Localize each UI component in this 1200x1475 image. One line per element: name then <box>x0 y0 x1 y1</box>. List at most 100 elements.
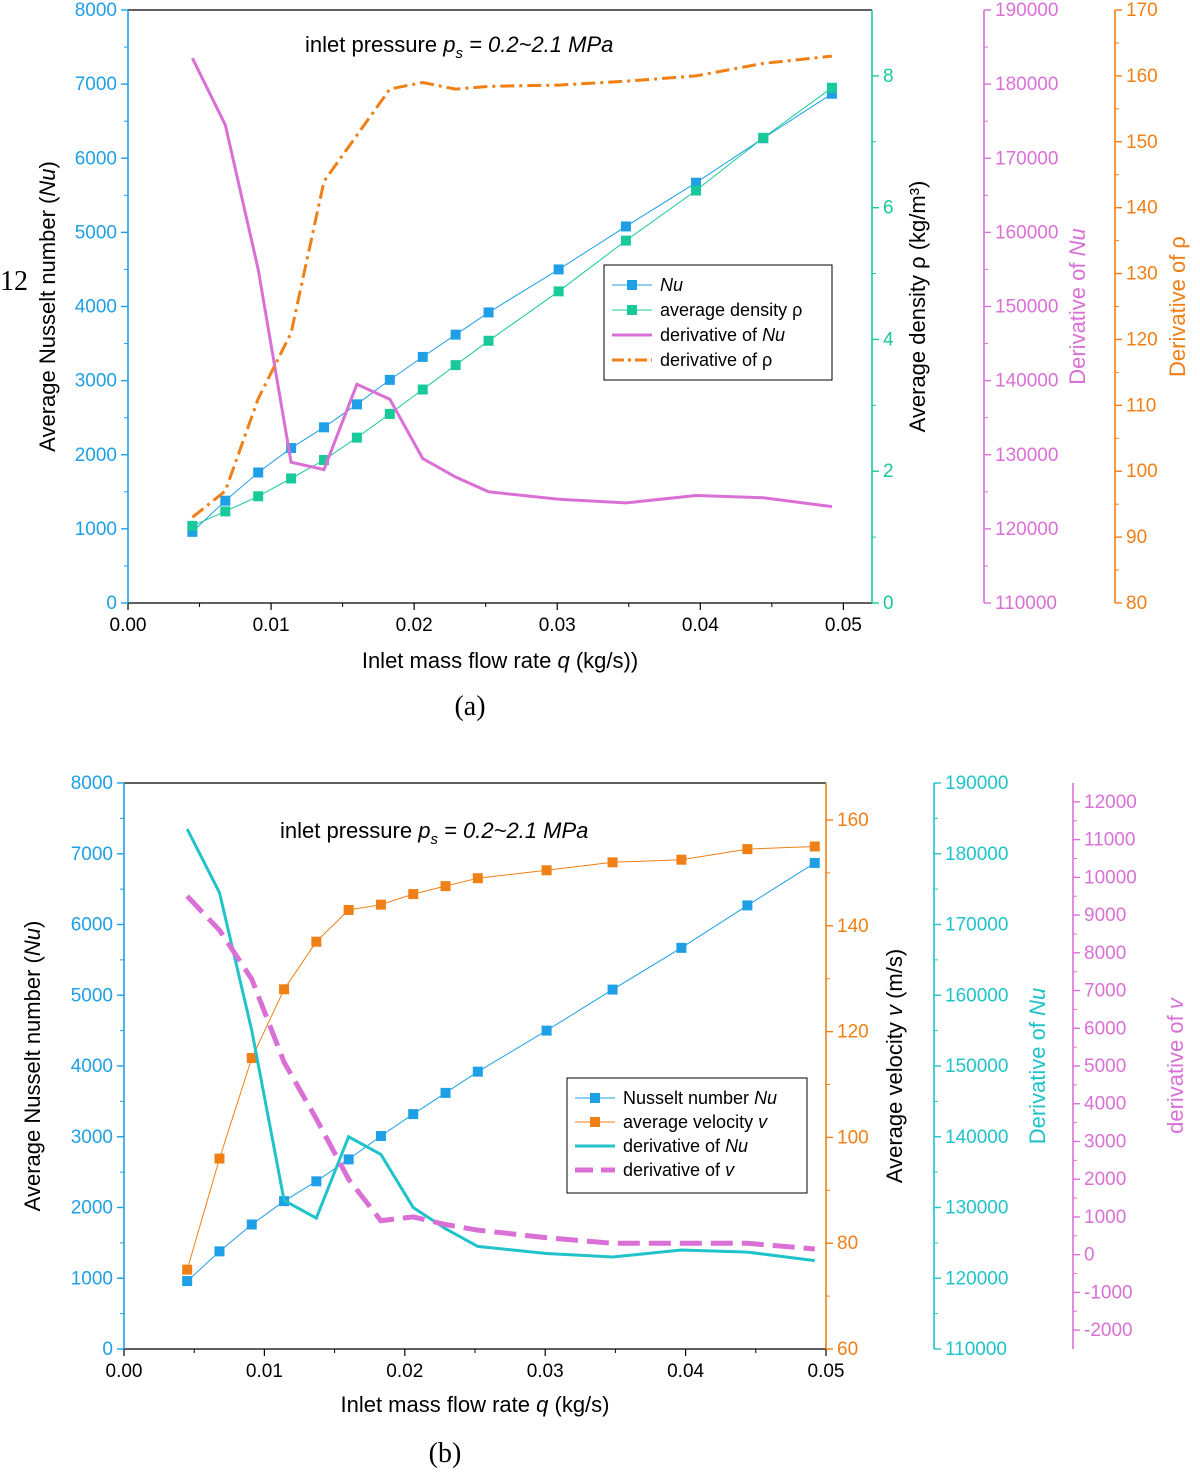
left-axis-label-text: Average Nusselt number ( <box>20 955 45 1211</box>
series-average-density--point <box>758 132 769 143</box>
left-tick-label: 1000 <box>71 1268 113 1289</box>
right2-tick-label: 160000 <box>995 222 1058 243</box>
right3-tick-label: 90 <box>1126 527 1147 548</box>
legend-label-text: average velocity <box>623 1112 758 1132</box>
left-tick-label: 1000 <box>75 519 117 540</box>
series-average-velocity-v-point <box>541 865 552 876</box>
left-tick-label: 0 <box>102 1339 113 1360</box>
right1-axis-label-text: Average density ρ (kg/m³) <box>905 181 930 433</box>
x-tick-label: 0.03 <box>527 1361 564 1382</box>
legend-label: Nusselt number Nu <box>623 1088 777 1108</box>
right1-tick-label: 80 <box>837 1233 858 1254</box>
left-axis-label-units: ) <box>20 921 45 928</box>
right3-tick-label: 4000 <box>1084 1094 1126 1115</box>
series-nusselt-number-nu-point <box>742 900 753 911</box>
annotation-prefix: inlet pressure <box>305 32 443 57</box>
legend-marker <box>590 1117 600 1127</box>
legend-label-symbol: Nu <box>754 1088 777 1108</box>
right1-axis-label-units: (m/s) <box>882 949 907 1005</box>
x-label-symbol: q <box>557 648 570 673</box>
legend-label: Nu <box>660 275 683 295</box>
x-axis-label: Inlet mass flow rate q (kg/s)) <box>362 648 638 673</box>
right2-tick-label: 180000 <box>995 74 1058 95</box>
series-derivative-of-v-line <box>185 894 816 1252</box>
series-average-velocity-v-point <box>607 857 618 868</box>
right3-axis-label-text: derivative of <box>1163 1009 1188 1134</box>
right3-axis-label: derivative of v <box>1163 996 1188 1134</box>
left-tick-label: 5000 <box>75 222 117 243</box>
series-average-velocity-v-point <box>676 854 687 865</box>
left-axis-label-units: ) <box>35 161 60 168</box>
x-tick-label: 0.00 <box>110 615 147 636</box>
panel-b: 0.00 0.01 0.02 0.03 0.04 0.05 Inlet mass flow … <box>20 773 1188 1469</box>
legend-label-text: derivative of <box>623 1136 725 1156</box>
left-tick-label: 4000 <box>75 297 117 318</box>
legend-label-symbol: Nu <box>660 275 683 295</box>
legend-label: derivative of Nu <box>623 1136 748 1156</box>
series-nusselt-number-nu-point <box>440 1087 451 1098</box>
series-average-density--point <box>691 185 702 196</box>
series-nusselt-number-nu-point <box>472 1066 483 1077</box>
left-tick-label: 2000 <box>71 1198 113 1219</box>
right2-tick-label: 170000 <box>945 915 1008 936</box>
right3-axis-label-text: Derivative of ρ <box>1165 236 1190 377</box>
annotation-value: = 0.2~2.1 MPa <box>463 32 613 57</box>
series-average-velocity-v-point <box>214 1153 225 1164</box>
right2-axis-label: Derivative of Nu <box>1065 228 1090 385</box>
left-axis-label-text: Average Nusselt number ( <box>35 196 60 452</box>
series-nu-point <box>483 307 494 318</box>
right3-tick-label: 160 <box>1126 66 1158 87</box>
x-label-units: (kg/s)) <box>570 648 638 673</box>
x-axis-label: Inlet mass flow rate q (kg/s) <box>340 1392 609 1417</box>
right1-axis-label: Average velocity v (m/s) <box>882 949 907 1183</box>
x-tick-label: 0.04 <box>682 615 719 636</box>
series-average-density--point <box>351 432 362 443</box>
right3-tick-label: 120 <box>1126 329 1158 350</box>
series-nu-point <box>286 443 297 454</box>
right3-tick-label: 8000 <box>1084 943 1126 964</box>
right2-tick-label: 190000 <box>995 0 1058 21</box>
x-tick-label: 0.01 <box>246 1361 283 1382</box>
series-average-velocity-v-point <box>182 1264 193 1275</box>
x-tick-label: 0.04 <box>667 1361 704 1382</box>
series-nusselt-number-nu-point <box>375 1131 386 1142</box>
series-nusselt-number-nu-point <box>676 942 687 953</box>
right2-tick-label: 120000 <box>945 1268 1008 1289</box>
right3-axis-label-symbol: v <box>1163 996 1188 1009</box>
right2-axis-label: Derivative of Nu <box>1025 988 1050 1145</box>
legend-label-text: derivative of <box>623 1160 725 1180</box>
series-average-velocity-v-point <box>246 1053 257 1064</box>
left-tick-label: 3000 <box>75 371 117 392</box>
annotation-symbol: p <box>417 818 430 843</box>
series-nu-point <box>253 467 264 478</box>
right2-tick-label: 180000 <box>945 844 1008 865</box>
annotation-subscript: s <box>455 45 463 62</box>
series-average-density--point <box>417 384 428 395</box>
series-average-velocity-v-point <box>279 984 290 995</box>
x-tick-label: 0.01 <box>253 615 290 636</box>
right3-tick-label: 140 <box>1126 198 1158 219</box>
series-nu-point <box>553 264 564 275</box>
left-axis-label-symbol: Nu <box>35 169 60 197</box>
series-average-density--point <box>826 82 837 93</box>
x-label-text: Inlet mass flow rate <box>340 1392 536 1417</box>
series-average-density--point <box>450 360 461 371</box>
right2-axis-label-text: Derivative of <box>1065 256 1090 384</box>
right2-tick-label: 160000 <box>945 985 1008 1006</box>
right1-tick-label: 140 <box>837 916 869 937</box>
right3-tick-label: 10000 <box>1084 867 1137 888</box>
right2-axis-label-symbol: Nu <box>1025 988 1050 1016</box>
right3-tick-label: -1000 <box>1084 1282 1133 1303</box>
right2-axis-label-symbol: Nu <box>1065 228 1090 256</box>
series-derivative-of-nu-line <box>185 828 815 1263</box>
series-average-velocity-v-point <box>375 899 386 910</box>
right3-tick-label: 110 <box>1126 395 1156 416</box>
right3-tick-label: 0 <box>1084 1245 1095 1266</box>
right3-tick-label: 150 <box>1126 132 1158 153</box>
series-nusselt-number-nu-point <box>343 1154 354 1165</box>
right1-tick-label: 60 <box>837 1339 858 1360</box>
series-nusselt-number-nu-point <box>214 1246 225 1257</box>
x-tick-label: 0.02 <box>396 615 433 636</box>
legend-label: derivative of v <box>623 1160 735 1180</box>
legend-box <box>566 1077 808 1194</box>
